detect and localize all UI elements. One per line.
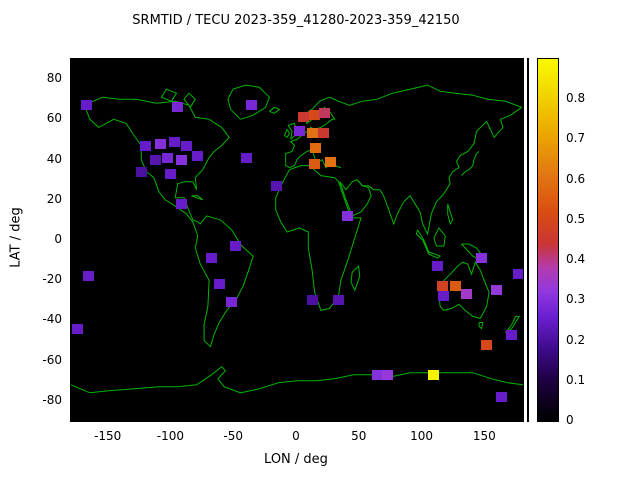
heatmap-cell [154,138,166,149]
heatmap-cell [309,110,321,121]
chart-title: SRMTID / TECU 2023-359_41280-2023-359_42… [132,13,460,28]
coastline-path [85,96,254,348]
heatmap-cell [491,285,503,296]
heatmap-cell [294,126,305,137]
heatmap-cell [319,108,331,119]
y-tick-label: 0 [54,232,62,246]
coastline-path [438,260,490,319]
colorbar-tick-label: 0.5 [566,211,586,226]
coastline-path [447,203,454,226]
heatmap-cell [310,142,322,153]
coastline-path [303,84,522,116]
heatmap-cell [341,210,353,221]
coastline-path [478,322,484,330]
heatmap-cell [241,152,253,163]
heatmap-cell [476,253,488,264]
heatmap-cell [168,136,180,147]
y-tick-label: 40 [46,151,62,166]
heatmap-cell [271,180,283,191]
x-axis-label: LON / deg [264,452,328,467]
x-tick-label: 100 [410,429,434,443]
coastline-path [71,366,523,394]
plot-area [70,58,524,422]
colorbar-tick-label: 0.4 [566,252,586,267]
coastline-path [356,106,522,236]
heatmap-cell [149,154,161,165]
heatmap-cell [438,291,450,302]
heatmap-cell [246,100,258,111]
y-tick-label: -80 [42,392,62,407]
coastline-path [415,229,442,259]
coastline-path [350,265,361,292]
heatmap-cell [192,150,204,161]
x-tick-label: 50 [351,429,367,443]
colorbar-tick-label: 0.2 [566,332,586,347]
colorbar-tick-label: 0.6 [566,171,586,186]
heatmap-cell [306,128,318,139]
heatmap-cell [332,295,344,306]
coastline-path [183,92,196,108]
x-tick-label: -100 [156,429,185,443]
y-tick-label: 20 [46,191,62,206]
heatmap-cell [83,271,95,282]
heatmap-cell [381,369,393,380]
heatmap-cell [297,112,309,123]
heatmap-cell [226,297,238,308]
heatmap-cell [512,269,523,280]
x-tick-label: -150 [94,429,122,443]
y-tick-label: 80 [46,71,62,86]
y-tick-label: -60 [42,352,62,367]
coastline-path [283,128,291,139]
heatmap-cell [317,128,329,139]
heatmap-cell [428,369,440,380]
heatmap-cell [325,156,337,167]
heatmap-cell [371,369,383,380]
x-tick-label: 0 [292,429,300,443]
colorbar-separator [527,58,529,422]
colorbar-tick-label: 0.7 [566,131,586,146]
heatmap-cell [230,241,241,251]
y-tick-label: -40 [42,312,62,327]
heatmap-cell [306,295,318,306]
y-tick-label: -20 [42,272,62,287]
colorbar-tick-label: 0.1 [566,372,586,387]
x-tick-label: -50 [223,429,243,443]
colorbar [537,58,559,422]
colorbar-tick-label: 0.8 [566,91,586,106]
heatmap-cell [437,281,449,292]
coastline-path [461,151,480,176]
colorbar-tick-label: 0.3 [566,292,586,307]
heatmap-cell [172,102,184,113]
heatmap-cell [481,339,493,350]
coastline-path [227,84,270,120]
coastline-path [275,165,362,311]
heatmap-cell [164,168,176,179]
y-tick-label: 60 [46,111,62,126]
coastline-path [433,226,446,247]
heatmap-cell [139,140,151,151]
heatmap-cell [213,279,225,290]
coastline-path [505,315,521,333]
heatmap-cell [461,289,472,300]
heatmap-cell [176,198,187,209]
heatmap-cell [309,158,321,169]
heatmap-cell [506,329,518,340]
coastline-path [191,195,204,201]
heatmap-cell [496,391,508,402]
coastline-path [160,88,178,102]
heatmap-cell [206,253,218,264]
heatmap-cell [432,261,444,272]
colorbar-tick-label: 0 [566,413,574,427]
heatmap-cell [162,152,174,163]
heatmap-cell [176,154,187,165]
heatmap-cell [71,323,83,334]
heatmap-cell [181,140,192,151]
coastline-path [269,106,281,114]
heatmap-cell [449,281,461,292]
heatmap-cell [135,166,147,177]
x-tick-label: 150 [472,429,496,443]
heatmap-cell [80,100,92,111]
